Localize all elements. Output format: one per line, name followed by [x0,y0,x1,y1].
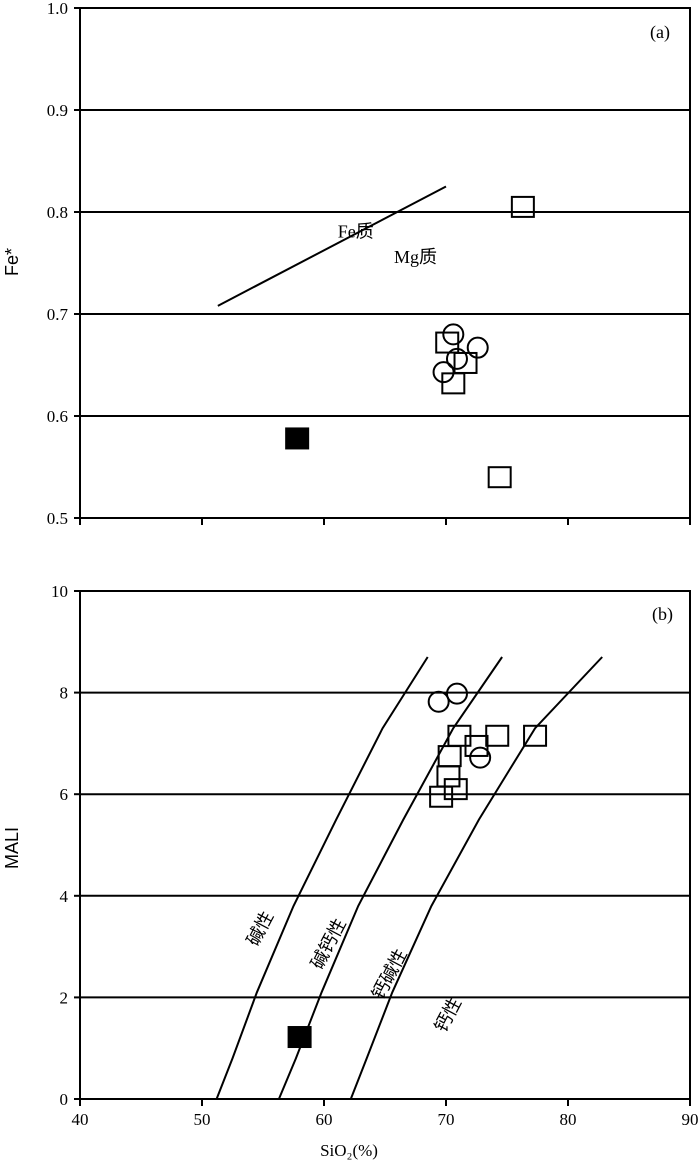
boundary-curve-3 [349,656,603,1100]
data-point-circle [445,682,468,705]
panel-label-a: (a) [650,22,670,43]
data-point-circle [432,361,455,384]
ticks-a [74,7,691,525]
y-axis-title-b: MALI [2,827,22,869]
data-point-open-square [487,466,512,489]
x-tick-label: 90 [682,1110,699,1129]
field-label: Fe质 [338,222,374,242]
data-point-open-square [510,195,535,218]
data-point-circle [445,347,468,370]
boundary-lines-a [217,185,447,307]
field-label: 钙碱性 [368,946,411,1003]
panel-label-b: (b) [652,604,673,625]
data-point-open-square [453,351,478,374]
data-point-open-square [429,785,454,808]
y-tick-label: 2 [60,988,69,1007]
y-tick-labels-a: 0.5 0.6 0.7 0.8 0.9 1.0 [47,0,69,528]
boundary-curves-b [215,656,603,1100]
gridlines-b [80,691,690,999]
y-tick-label: 10 [51,582,68,601]
annotations-a: Fe质 Mg质 [338,222,437,268]
data-point-open-square [435,331,460,354]
field-label: 碱性 [243,908,278,949]
y-tick-label: 0.6 [47,407,68,426]
plot-frame-a [79,7,691,519]
y-tick-label: 0.5 [47,509,68,528]
x-tick-label: 40 [72,1110,89,1129]
x-tick-label: 80 [560,1110,577,1129]
data-point-open-square [441,372,466,395]
y-axis-title-a: Fe* [2,248,22,276]
fe-mg-boundary-line [217,185,447,307]
y-tick-label: 0.9 [47,101,68,120]
boundary-curve-1 [215,656,429,1100]
y-tick-labels-b: 0 2 4 6 8 10 [51,582,69,1109]
data-point-filled-square [287,1026,312,1049]
gridlines-a [80,109,690,417]
field-label: 钙性 [431,994,466,1035]
x-tick-label: 70 [438,1110,455,1129]
data-point-open-square [436,765,461,788]
x-tick-label: 50 [194,1110,211,1129]
data-point-circle [427,690,450,713]
y-tick-label: 0 [60,1090,69,1109]
data-points-a [285,195,535,489]
y-tick-label: 1.0 [47,0,68,18]
x-tick-labels-b: 40 50 60 70 80 90 [72,1110,699,1129]
y-tick-label: 0.7 [47,305,69,324]
boundary-curve-2 [277,656,503,1100]
data-point-circle [442,323,465,346]
data-point-open-square [464,734,489,757]
x-tick-label: 60 [316,1110,333,1129]
data-point-filled-square [285,427,310,450]
y-tick-label: 6 [60,785,69,804]
panel-a: 0.5 0.6 0.7 0.8 0.9 1.0 Fe质 Mg质 (a) Fe* [2,0,691,528]
plot-frame-b [79,590,691,1100]
y-tick-label: 4 [60,887,69,906]
data-point-open-square [523,724,548,747]
data-point-open-square [443,778,468,801]
field-label: Mg质 [394,247,437,267]
field-label: 碱钙性 [307,915,350,972]
data-points-b [287,682,548,1049]
data-point-open-square [485,724,510,747]
y-tick-label: 0.8 [47,203,68,222]
ticks-b [74,590,691,1106]
y-tick-label: 8 [60,684,69,703]
data-point-circle [466,336,489,359]
data-point-circle [469,746,492,769]
x-axis-title-b: SiO₂(%) [320,1141,378,1160]
